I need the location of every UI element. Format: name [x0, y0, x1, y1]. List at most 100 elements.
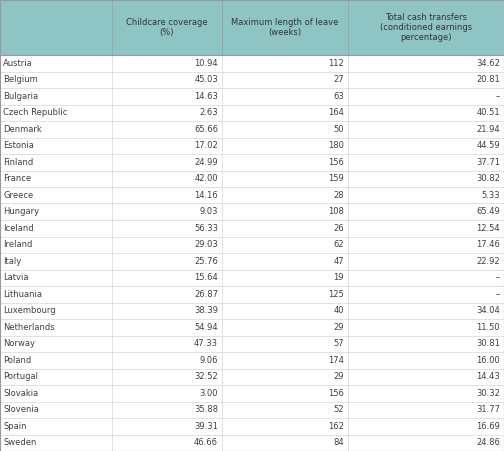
Text: Sweden: Sweden: [3, 438, 36, 447]
Bar: [0, 105, 504, 121]
Text: Italy: Italy: [3, 257, 21, 266]
Bar: [0, 270, 504, 286]
Text: 40.51: 40.51: [476, 108, 500, 117]
Text: 46.66: 46.66: [194, 438, 218, 447]
Text: 20.81: 20.81: [476, 75, 500, 84]
Text: 29: 29: [334, 323, 344, 332]
Text: 34.62: 34.62: [476, 59, 500, 68]
Text: 47: 47: [333, 257, 344, 266]
Text: 50: 50: [334, 125, 344, 134]
Text: 65.49: 65.49: [476, 207, 500, 216]
Text: 14.43: 14.43: [476, 372, 500, 381]
Text: –: –: [496, 290, 500, 299]
Text: 21.94: 21.94: [476, 125, 500, 134]
Text: 125: 125: [328, 290, 344, 299]
Bar: [0, 236, 504, 253]
Bar: [0, 352, 504, 368]
Bar: [0, 434, 504, 451]
Text: 24.99: 24.99: [195, 158, 218, 167]
Text: Bulgaria: Bulgaria: [3, 92, 38, 101]
Text: 44.59: 44.59: [476, 141, 500, 150]
Text: Ireland: Ireland: [3, 240, 32, 249]
Bar: [0, 121, 504, 138]
Bar: [0, 220, 504, 236]
Text: France: France: [3, 174, 31, 183]
Text: 16.00: 16.00: [476, 356, 500, 365]
Text: 12.54: 12.54: [476, 224, 500, 233]
Text: Austria: Austria: [3, 59, 33, 68]
Text: 22.92: 22.92: [476, 257, 500, 266]
Text: 17.46: 17.46: [476, 240, 500, 249]
Text: 11.50: 11.50: [476, 323, 500, 332]
Text: 9.03: 9.03: [200, 207, 218, 216]
Bar: [0, 368, 504, 385]
Text: –: –: [496, 92, 500, 101]
Text: 84: 84: [333, 438, 344, 447]
Bar: [0, 203, 504, 220]
Bar: [0, 138, 504, 154]
Text: 62: 62: [333, 240, 344, 249]
Text: 56.33: 56.33: [194, 224, 218, 233]
Text: 63: 63: [333, 92, 344, 101]
Text: Czech Republic: Czech Republic: [3, 108, 68, 117]
Text: Netherlands: Netherlands: [3, 323, 54, 332]
Text: 156: 156: [328, 158, 344, 167]
Text: Hungary: Hungary: [3, 207, 39, 216]
Text: 31.77: 31.77: [476, 405, 500, 414]
Text: 35.88: 35.88: [194, 405, 218, 414]
Text: 26.87: 26.87: [194, 290, 218, 299]
Text: 180: 180: [328, 141, 344, 150]
Text: 25.76: 25.76: [194, 257, 218, 266]
Text: 3.00: 3.00: [200, 389, 218, 398]
Text: Portugal: Portugal: [3, 372, 38, 381]
Text: Belgium: Belgium: [3, 75, 38, 84]
Text: Latvia: Latvia: [3, 273, 29, 282]
Text: 159: 159: [328, 174, 344, 183]
Text: Poland: Poland: [3, 356, 31, 365]
Text: –: –: [496, 273, 500, 282]
Text: Luxembourg: Luxembourg: [3, 306, 55, 315]
Bar: [0, 154, 504, 170]
Text: 37.71: 37.71: [476, 158, 500, 167]
Text: 26: 26: [333, 224, 344, 233]
Bar: [0, 88, 504, 105]
Text: 28: 28: [333, 191, 344, 200]
Text: 5.33: 5.33: [481, 191, 500, 200]
Text: 65.66: 65.66: [194, 125, 218, 134]
Text: 112: 112: [328, 59, 344, 68]
Text: Maximum length of leave
(weeks): Maximum length of leave (weeks): [231, 18, 339, 37]
Text: Slovakia: Slovakia: [3, 389, 38, 398]
Text: 17.02: 17.02: [194, 141, 218, 150]
Bar: [0, 55, 504, 72]
Text: 45.03: 45.03: [194, 75, 218, 84]
Text: 9.06: 9.06: [200, 356, 218, 365]
Text: 42.00: 42.00: [195, 174, 218, 183]
Text: 10.94: 10.94: [195, 59, 218, 68]
Text: Norway: Norway: [3, 339, 35, 348]
Text: Greece: Greece: [3, 191, 33, 200]
Text: 32.52: 32.52: [194, 372, 218, 381]
Text: 30.81: 30.81: [476, 339, 500, 348]
Text: 38.39: 38.39: [194, 306, 218, 315]
Bar: [0, 286, 504, 303]
Text: 164: 164: [328, 108, 344, 117]
Bar: [0, 253, 504, 270]
Text: 34.04: 34.04: [476, 306, 500, 315]
Text: 29: 29: [334, 372, 344, 381]
Text: 40: 40: [334, 306, 344, 315]
Text: 2.63: 2.63: [200, 108, 218, 117]
Text: Total cash transfers
(conditioned earnings
percentage): Total cash transfers (conditioned earnin…: [380, 13, 472, 42]
Text: 14.63: 14.63: [194, 92, 218, 101]
Text: 54.94: 54.94: [195, 323, 218, 332]
Text: 162: 162: [328, 422, 344, 431]
Bar: [0, 319, 504, 336]
Text: 156: 156: [328, 389, 344, 398]
Text: Spain: Spain: [3, 422, 27, 431]
Text: 24.86: 24.86: [476, 438, 500, 447]
Text: Lithuania: Lithuania: [3, 290, 42, 299]
Text: 52: 52: [334, 405, 344, 414]
Text: 47.33: 47.33: [194, 339, 218, 348]
Text: 27: 27: [333, 75, 344, 84]
Text: Denmark: Denmark: [3, 125, 42, 134]
Bar: [0, 336, 504, 352]
